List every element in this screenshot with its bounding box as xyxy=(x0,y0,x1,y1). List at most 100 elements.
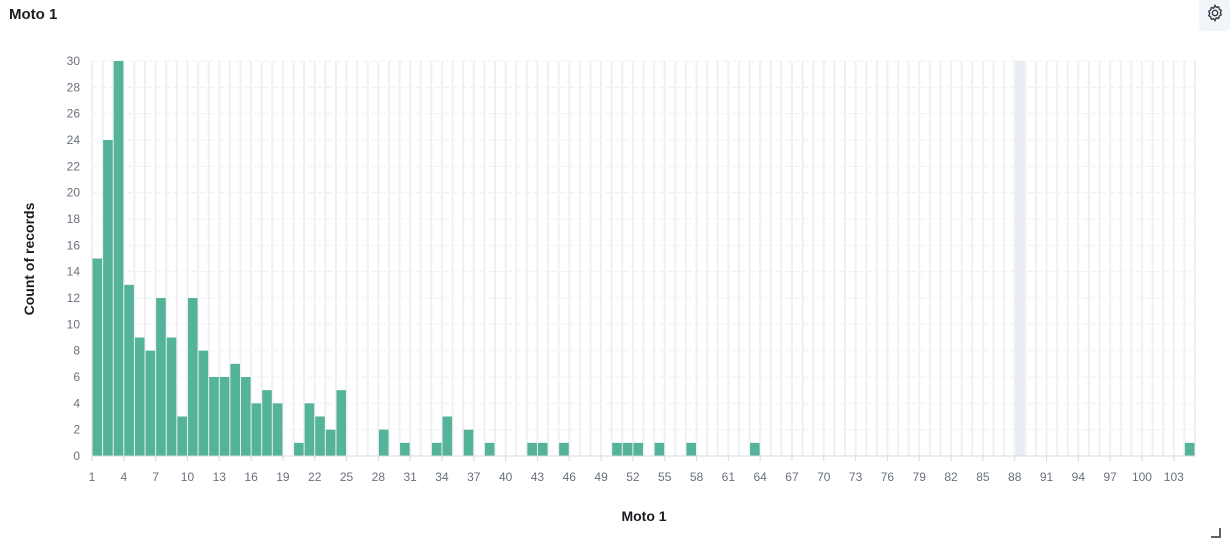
bar[interactable] xyxy=(103,140,113,456)
highlight-column xyxy=(1014,61,1026,456)
settings-button[interactable] xyxy=(1199,0,1230,31)
x-axis: 1 4 7 10 13 16 19 22 25 28 31 34 37 40 43 46 49 52 55 58 61 6… xyxy=(89,455,1195,484)
bar[interactable] xyxy=(124,284,134,456)
bar[interactable] xyxy=(177,416,187,457)
y-tick-label: 0 xyxy=(73,449,80,463)
x-tick-label: 100 xyxy=(1132,470,1152,484)
bar[interactable] xyxy=(378,429,389,456)
y-tick-label: 12 xyxy=(67,291,81,305)
bar[interactable] xyxy=(686,442,697,456)
x-tick-label: 64 xyxy=(753,470,767,484)
y-tick-label: 18 xyxy=(67,212,81,226)
bar[interactable] xyxy=(612,442,622,456)
bar[interactable] xyxy=(219,377,230,456)
bar[interactable] xyxy=(166,337,177,457)
bar[interactable] xyxy=(325,429,336,456)
x-tick-label: 76 xyxy=(881,470,895,484)
bar[interactable] xyxy=(113,61,124,456)
y-tick-label: 10 xyxy=(67,317,81,331)
x-tick-label: 16 xyxy=(244,470,258,484)
y-axis-label: Count of records xyxy=(21,202,37,315)
y-tick-label: 24 xyxy=(67,133,81,147)
bar[interactable] xyxy=(537,442,548,456)
chart-bars xyxy=(92,61,1195,457)
gear-icon xyxy=(1205,3,1225,28)
bar[interactable] xyxy=(400,442,410,456)
x-tick-label: 67 xyxy=(785,470,799,484)
x-tick-label: 52 xyxy=(626,470,640,484)
x-tick-label: 10 xyxy=(181,470,195,484)
bar[interactable] xyxy=(336,390,347,456)
bar[interactable] xyxy=(559,442,569,456)
panel-title: Moto 1 xyxy=(9,6,58,23)
x-tick-label: 97 xyxy=(1103,470,1117,484)
x-tick-label: 61 xyxy=(722,470,736,484)
bar[interactable] xyxy=(1184,442,1195,456)
x-tick-label: 4 xyxy=(120,470,127,484)
y-tick-label: 8 xyxy=(73,344,80,358)
bar[interactable] xyxy=(187,298,198,456)
bar[interactable] xyxy=(272,403,283,456)
y-tick-label: 14 xyxy=(67,265,81,279)
x-tick-label: 46 xyxy=(563,470,577,484)
x-tick-label: 82 xyxy=(944,470,958,484)
x-tick-label: 79 xyxy=(913,470,927,484)
x-tick-label: 28 xyxy=(372,470,386,484)
x-tick-label: 55 xyxy=(658,470,672,484)
y-tick-label: 28 xyxy=(67,80,81,94)
bar[interactable] xyxy=(262,390,272,456)
y-tick-label: 22 xyxy=(67,159,81,173)
y-tick-label: 30 xyxy=(67,54,81,68)
x-tick-label: 49 xyxy=(594,470,608,484)
x-tick-label: 22 xyxy=(308,470,322,484)
bar[interactable] xyxy=(294,442,304,456)
x-tick-label: 40 xyxy=(499,470,513,484)
x-tick-label: 91 xyxy=(1040,470,1054,484)
x-tick-label: 58 xyxy=(690,470,704,484)
x-tick-label: 25 xyxy=(340,470,354,484)
bar[interactable] xyxy=(209,377,219,456)
bar[interactable] xyxy=(92,258,103,457)
x-tick-label: 34 xyxy=(435,470,449,484)
x-tick-label: 70 xyxy=(817,470,831,484)
y-tick-label: 20 xyxy=(67,186,81,200)
x-tick-label: 7 xyxy=(152,470,159,484)
x-tick-label: 37 xyxy=(467,470,481,484)
x-tick-label: 103 xyxy=(1164,470,1184,484)
x-tick-label: 88 xyxy=(1008,470,1022,484)
bar[interactable] xyxy=(633,442,643,456)
bar[interactable] xyxy=(431,442,442,456)
bar[interactable] xyxy=(240,377,251,456)
bar[interactable] xyxy=(134,337,145,457)
bar[interactable] xyxy=(750,442,760,456)
bar[interactable] xyxy=(304,403,315,456)
bar[interactable] xyxy=(156,298,166,456)
x-tick-label: 19 xyxy=(276,470,290,484)
bar[interactable] xyxy=(463,429,474,456)
resize-handle[interactable] xyxy=(1211,528,1221,538)
bar[interactable] xyxy=(622,442,633,456)
bar[interactable] xyxy=(527,442,537,456)
y-tick-label: 6 xyxy=(73,370,80,384)
x-tick-label: 73 xyxy=(849,470,863,484)
bar[interactable] xyxy=(198,350,209,456)
bar[interactable] xyxy=(484,442,495,456)
x-tick-label: 43 xyxy=(531,470,545,484)
x-tick-label: 85 xyxy=(976,470,990,484)
bar[interactable] xyxy=(230,363,240,456)
x-axis-label: Moto 1 xyxy=(621,508,666,524)
x-tick-label: 13 xyxy=(213,470,227,484)
bar[interactable] xyxy=(654,442,665,456)
y-tick-label: 16 xyxy=(67,238,81,252)
bar[interactable] xyxy=(442,416,453,457)
x-tick-label: 94 xyxy=(1072,470,1086,484)
bar[interactable] xyxy=(145,350,156,456)
chart-grid xyxy=(91,60,1196,457)
x-tick-label: 1 xyxy=(89,470,96,484)
bar[interactable] xyxy=(251,403,262,456)
x-tick-label: 31 xyxy=(403,470,417,484)
bar[interactable] xyxy=(315,416,325,457)
